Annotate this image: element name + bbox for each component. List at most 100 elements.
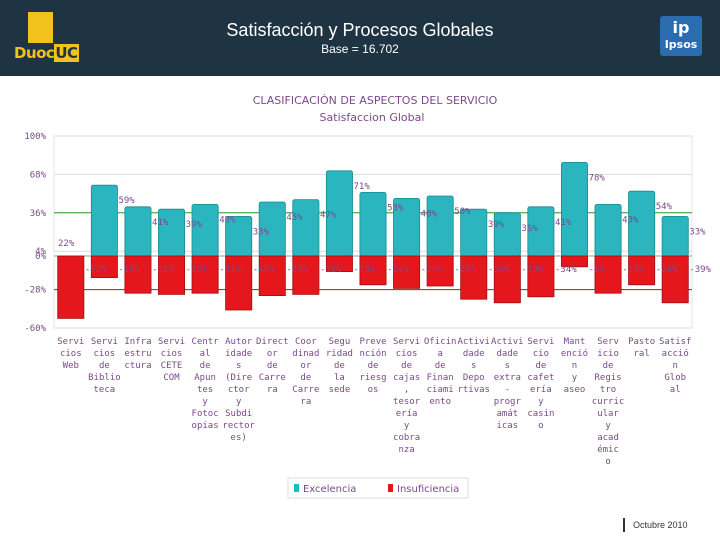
x-tick-label: Coor dinad or de Carre ra [292,337,319,407]
seal-icon [28,12,53,43]
ipsos-logo: ip Ipsos [660,16,702,56]
value-label-insuficiencia: -13% [354,265,376,275]
value-label-insuficiencia: -32% [186,265,208,275]
value-label-excelencia: 33% [689,227,706,237]
legend-label-insuficiencia: Insuficiencia [397,484,459,495]
x-tick-label: Mant enció n y aseo [561,337,588,395]
bar-insuficiencia [560,255,588,268]
value-label-insuficiencia: -39% [689,265,711,275]
value-label-insuficiencia: -24% [656,265,678,275]
bar-excelencia [292,199,320,257]
bar-insuficiencia [359,255,387,286]
chart-title: CLASIFICACIÓN DE ASPECTOS DEL SERVICIO [253,94,498,107]
value-label-insuficiencia: -32% [320,265,342,275]
x-tick-label: Segu ridad de la sede [326,337,353,395]
bar-excelencia [594,203,622,257]
legend-swatch-insuficiencia [388,484,393,492]
value-label-insuficiencia: -24% [387,265,409,275]
bar-excelencia [124,206,152,257]
value-label-insuficiencia: -34% [555,265,577,275]
bar-insuficiencia [628,255,656,286]
logo-text-right: UC [54,44,79,62]
legend-box [287,477,469,499]
x-tick-label: Centr al de Apun tes y Fotoc opias [192,337,220,431]
value-label-excelencia: 54% [656,202,673,212]
bar-excelencia [359,192,387,257]
bar-insuficiencia [90,255,118,279]
bar-insuficiencia [225,255,253,311]
bar-insuficiencia [258,255,286,296]
value-label-insuficiencia: -31% [622,265,644,275]
x-tick-label: Pasto ral [628,337,655,359]
bar-insuficiencia [191,255,219,294]
value-label-excelencia: 45% [286,213,303,223]
x-tick-label: Servi cios Web [57,337,84,371]
value-label-excelencia: 53% [387,203,404,213]
x-tick-label: Infra estru ctura [124,337,151,371]
value-label-excelencia: 48% [421,209,438,219]
y-tick-label: 36% [30,209,47,219]
value-label-excelencia: 78% [589,173,606,183]
x-tick-label: Autor idade s (Dire ctor y Subdi rector es) [222,337,255,443]
y-tick-label: 0% [35,252,46,262]
x-tick-label: Servi cios de Biblio teca [88,337,121,395]
value-label-excelencia: 41% [555,218,572,228]
page-subtitle: Base = 16.702 [321,42,399,56]
bar-insuficiencia [527,255,555,298]
footer-divider [623,518,625,532]
value-label-excelencia: 71% [354,182,371,192]
chart-legend: Excelencia Insuficiencia [287,477,469,499]
bar-insuficiencia [393,255,421,289]
y-tick-label: 100% [24,132,46,142]
value-label-insuficiencia: -25% [454,265,476,275]
value-label-excelencia: 39% [488,220,505,230]
bar-insuficiencia [594,255,622,294]
bar-excelencia [426,195,454,257]
value-label-excelencia: 39% [186,220,203,230]
y-tick-label: -60% [24,324,46,334]
header-bar: DuocUC Satisfacción y Procesos Globales … [0,0,720,76]
page-title: Satisfacción y Procesos Globales [226,20,494,40]
duoc-uc-logo: DuocUC [14,12,94,64]
bar-insuficiencia [493,255,521,304]
x-tick-label: Servi cio de cafet ería y casin o [527,337,554,431]
value-label-insuficiencia: -45% [253,265,275,275]
chart-subtitle: Satisfaccion Global [320,111,425,124]
legend-label-excelencia: Excelencia [303,484,356,495]
value-label-insuficiencia: -36% [488,265,510,275]
bar-insuficiencia [158,255,186,295]
value-label-excelencia: 43% [622,215,639,225]
x-tick-label: Activi dade s extra -progr amát icas [491,337,524,431]
x-tick-label: Serv icio de Regis tro curric ular y acad émic o [592,337,625,467]
value-label-excelencia: 43% [219,215,236,225]
x-tick-label: Satisf acció n Glob al [659,337,692,395]
bar-insuficiencia [292,255,320,295]
bar-insuficiencia [460,255,488,300]
x-tick-label: Preve nción de riesg os [359,337,386,395]
bar-excelencia [560,162,588,257]
bar-insuficiencia [124,255,152,294]
bar-insuficiencia [57,255,85,319]
value-label-insuficiencia: -39% [521,265,543,275]
value-label-excelencia: 36% [521,224,538,234]
bar-insuficiencia [661,255,689,304]
value-label-insuficiencia: -31% [219,265,241,275]
value-label-insuficiencia: -31% [152,265,174,275]
value-label-insuficiencia: -27% [421,265,443,275]
value-label-excelencia: 41% [152,218,169,228]
bar-excelencia [158,208,186,257]
bar-insuficiencia [426,255,454,287]
ipsos-text: Ipsos [664,38,698,51]
x-tick-label: Servi cios CETE COM [158,337,185,383]
bar-excelencia [661,215,689,257]
x-tick-label: Activi dade s Depo rtivas [457,337,490,395]
y-tick-label: 4% [35,247,46,257]
bar-excelencia [90,184,118,257]
x-tick-label: Oficin a de Finan ciami ento [424,337,457,407]
value-label-insuficiencia: -9% [589,265,606,275]
footer-date: Octubre 2010 [633,520,688,530]
x-tick-label: Servi cios de cajas, tesor ería y cobra nza [393,337,421,455]
value-label-excelencia: 33% [253,227,270,237]
legend-swatch-excelencia [294,484,299,492]
bar-insuficiencia [325,255,353,273]
